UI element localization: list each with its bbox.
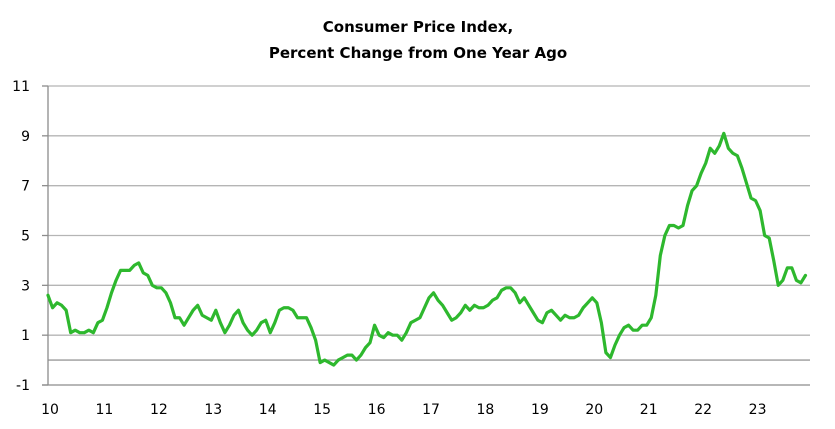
y-tick-label: 1 [21,328,30,344]
x-tick-label: 14 [259,402,277,418]
chart-title-line-2: Percent Change from One Year Ago [269,44,567,62]
y-tick-label: 9 [21,129,30,145]
x-tick-label: 10 [41,402,59,418]
y-tick-label: 3 [21,278,30,294]
axes [42,85,810,386]
data-points [47,133,806,366]
chart-title-line-1: Consumer Price Index, [323,18,513,36]
x-tick-label: 19 [531,402,549,418]
x-tick-label: 22 [694,402,712,418]
x-tick-label: 20 [585,402,603,418]
x-tick-label: 15 [313,402,331,418]
x-tick-label: 23 [749,402,767,418]
chart-title: Consumer Price Index, Percent Change fro… [269,18,567,62]
x-tick-label: 16 [368,402,386,418]
x-axis-tick-labels: 10 11 12 13 14 15 16 17 18 19 20 21 22 23 [41,402,766,418]
y-tick-label: 11 [12,79,30,95]
x-tick-label: 13 [204,402,222,418]
x-tick-label: 17 [422,402,440,418]
y-axis-tick-labels: 11 9 7 5 3 1 -1 [12,79,30,394]
x-tick-label: 11 [96,402,114,418]
gridlines [48,85,810,361]
x-tick-label: 21 [640,402,658,418]
y-tick-label: 7 [21,179,30,195]
x-tick-label: 18 [477,402,495,418]
y-tick-label: 5 [21,229,30,245]
y-tick-label: -1 [16,378,30,394]
x-tick-label: 12 [150,402,168,418]
series-group [46,131,808,367]
series-line-cpi [46,131,808,367]
